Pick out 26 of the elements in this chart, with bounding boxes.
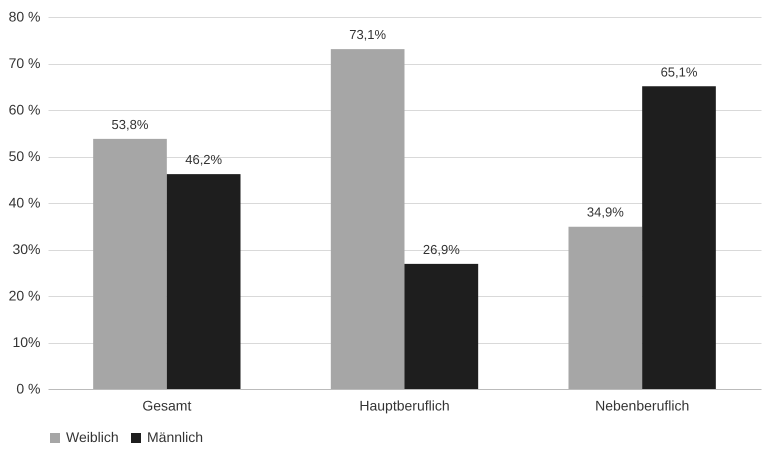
data-label: 73,1% xyxy=(349,27,387,42)
y-tick-label: 70 % xyxy=(8,55,40,71)
y-tick-label: 40 % xyxy=(8,194,40,210)
y-tick-label: 60 % xyxy=(8,102,40,118)
legend-label: Weiblich xyxy=(66,429,119,445)
x-tick-label: Hauptberuflich xyxy=(359,398,450,414)
y-tick-label: 50 % xyxy=(8,148,40,164)
data-label: 53,8% xyxy=(112,116,149,132)
y-tick-label: 0 % xyxy=(16,380,40,396)
y-tick-label: 80 % xyxy=(8,8,40,24)
y-tick-label: 20 % xyxy=(8,288,40,304)
data-label: 65,1% xyxy=(660,64,698,80)
bar xyxy=(93,138,167,389)
legend-label: Männlich xyxy=(147,429,204,445)
bar xyxy=(642,86,716,389)
bar xyxy=(330,49,404,389)
data-label: 26,9% xyxy=(422,242,460,257)
data-label: 34,9% xyxy=(586,204,624,220)
data-label: 46,2% xyxy=(185,152,223,168)
x-tick-label: Nebenberuflich xyxy=(595,398,690,414)
x-tick-label: Gesamt xyxy=(142,398,192,414)
bar xyxy=(404,264,478,389)
bar xyxy=(166,174,241,389)
y-tick-label: 10% xyxy=(12,334,40,350)
bar xyxy=(568,226,642,389)
y-tick-label: 30% xyxy=(12,241,40,257)
